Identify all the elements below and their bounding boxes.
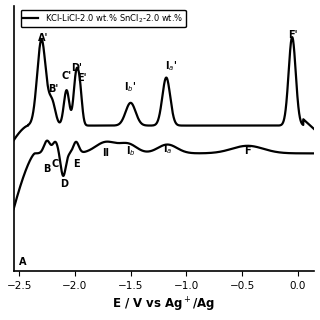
- Text: I$_a$': I$_a$': [164, 59, 177, 73]
- Text: B': B': [48, 84, 58, 94]
- Text: I$_b$': I$_b$': [124, 80, 137, 94]
- Text: B: B: [43, 164, 50, 173]
- Text: C: C: [52, 158, 59, 169]
- Text: A: A: [19, 257, 27, 267]
- Text: E': E': [77, 73, 87, 83]
- Text: F: F: [244, 146, 251, 156]
- Text: C': C': [61, 71, 72, 81]
- Text: D: D: [60, 179, 68, 189]
- Text: D': D': [71, 62, 82, 73]
- Text: II: II: [103, 148, 110, 158]
- X-axis label: E / V vs Ag$^+$/Ag: E / V vs Ag$^+$/Ag: [112, 296, 216, 315]
- Text: F': F': [289, 30, 298, 40]
- Text: I$_a$: I$_a$: [163, 142, 172, 156]
- Text: A': A': [38, 34, 48, 44]
- Text: E: E: [73, 158, 80, 169]
- Text: I$_b$: I$_b$: [126, 145, 135, 158]
- Legend: KCl-LiCl-2.0 wt.% SnCl$_2$-2.0 wt.%: KCl-LiCl-2.0 wt.% SnCl$_2$-2.0 wt.%: [21, 10, 186, 27]
